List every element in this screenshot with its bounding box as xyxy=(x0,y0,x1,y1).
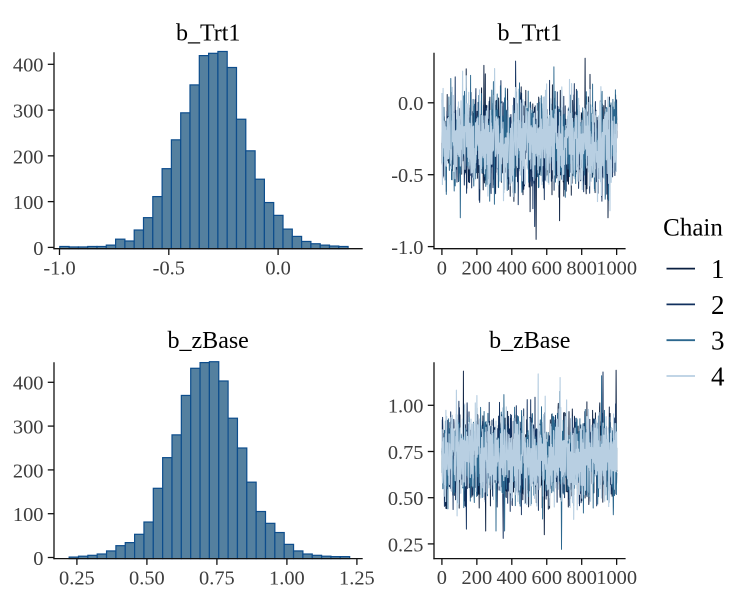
svg-text:b_Trt1: b_Trt1 xyxy=(176,21,240,47)
svg-text:0.25: 0.25 xyxy=(388,534,424,556)
svg-text:1000: 1000 xyxy=(596,567,637,589)
svg-text:0.75: 0.75 xyxy=(199,567,235,589)
svg-text:Chain: Chain xyxy=(663,214,723,241)
svg-text:0.0: 0.0 xyxy=(265,257,291,279)
svg-text:-0.5: -0.5 xyxy=(153,257,185,279)
svg-text:0.50: 0.50 xyxy=(129,567,165,589)
svg-text:200: 200 xyxy=(462,567,493,589)
svg-text:b_Trt1: b_Trt1 xyxy=(498,21,562,47)
svg-text:0: 0 xyxy=(33,238,43,260)
svg-text:200: 200 xyxy=(13,146,44,168)
svg-text:b_zBase: b_zBase xyxy=(168,328,249,354)
svg-text:0.50: 0.50 xyxy=(388,488,424,510)
svg-text:1000: 1000 xyxy=(596,257,637,279)
svg-text:1.00: 1.00 xyxy=(269,567,305,589)
svg-text:200: 200 xyxy=(13,460,44,482)
svg-text:600: 600 xyxy=(531,567,562,589)
svg-text:1.25: 1.25 xyxy=(339,567,375,589)
svg-text:200: 200 xyxy=(462,257,493,279)
svg-text:400: 400 xyxy=(13,55,44,77)
svg-text:600: 600 xyxy=(531,257,562,279)
svg-text:-1.0: -1.0 xyxy=(43,257,75,279)
svg-text:b_zBase: b_zBase xyxy=(489,328,570,354)
svg-text:0: 0 xyxy=(437,567,447,589)
svg-text:4: 4 xyxy=(711,361,725,391)
svg-text:400: 400 xyxy=(497,567,528,589)
svg-text:100: 100 xyxy=(13,504,44,526)
svg-text:800: 800 xyxy=(566,567,597,589)
svg-text:300: 300 xyxy=(13,417,44,439)
svg-text:-0.5: -0.5 xyxy=(391,165,423,187)
svg-text:800: 800 xyxy=(566,257,597,279)
svg-text:0.25: 0.25 xyxy=(59,567,95,589)
svg-text:400: 400 xyxy=(497,257,528,279)
svg-text:300: 300 xyxy=(13,100,44,122)
svg-text:1: 1 xyxy=(711,254,725,284)
svg-text:100: 100 xyxy=(13,192,44,214)
svg-text:3: 3 xyxy=(711,326,725,356)
svg-text:-1.0: -1.0 xyxy=(391,237,423,259)
svg-text:2: 2 xyxy=(711,290,725,320)
svg-text:0.75: 0.75 xyxy=(388,442,424,464)
svg-text:0: 0 xyxy=(33,548,43,570)
svg-text:400: 400 xyxy=(13,373,44,395)
svg-text:1.00: 1.00 xyxy=(388,396,424,418)
svg-text:0.0: 0.0 xyxy=(398,93,424,115)
svg-text:0: 0 xyxy=(437,257,447,279)
